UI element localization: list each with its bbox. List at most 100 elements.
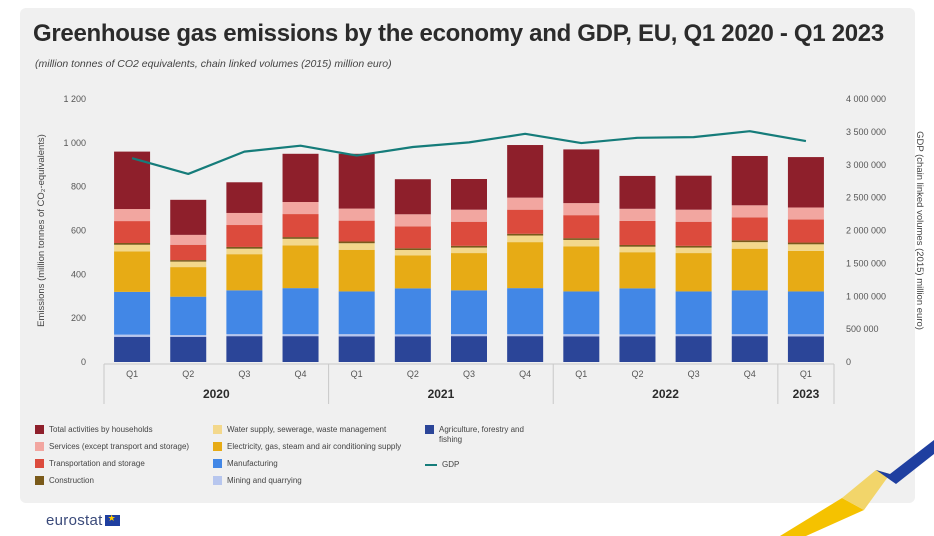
- bar-segment: [507, 334, 544, 337]
- bar-segment: [226, 334, 263, 337]
- bar-segment: [451, 178, 487, 210]
- bar-segment: [563, 291, 600, 335]
- y2-tick-label: 1 000 000: [846, 291, 886, 301]
- bar-segment: [563, 336, 600, 362]
- y2-tick-label: 3 500 000: [846, 127, 886, 137]
- x-tick-label: Q1: [351, 369, 363, 379]
- bar-segment: [282, 288, 319, 335]
- legend-item: Water supply, sewerage, waste management: [213, 425, 386, 435]
- bar-segment: [170, 335, 207, 337]
- legend-swatch: [213, 459, 222, 468]
- bar-segment: [114, 242, 151, 245]
- bar-segment: [394, 250, 431, 256]
- bar-segment: [787, 207, 824, 220]
- x-tick-label: Q4: [519, 369, 531, 379]
- bar-segment: [451, 253, 487, 291]
- bar-segment: [507, 242, 544, 289]
- bar-segment: [451, 336, 487, 362]
- bar-segment: [675, 221, 712, 246]
- bar-segment: [563, 203, 600, 216]
- bar-segment: [338, 220, 375, 242]
- bar-segment: [338, 291, 375, 335]
- legend-swatch: [35, 476, 44, 485]
- bar-segment: [619, 244, 656, 247]
- legend-item: Agriculture, forestry and fishing: [425, 425, 524, 445]
- legend-label: Electricity, gas, steam and air conditio…: [227, 442, 402, 451]
- bar-segment: [787, 157, 824, 208]
- bar-segment: [451, 290, 487, 335]
- bar-segment: [114, 151, 151, 210]
- bar-segment: [731, 336, 768, 362]
- chart-legend: Total activities by households Services (…: [35, 425, 555, 493]
- bar-segment: [394, 334, 431, 337]
- y-tick-label: 0: [81, 357, 86, 367]
- bar-segment: [619, 288, 656, 335]
- legend-swatch: [35, 425, 44, 434]
- bar-segment: [675, 291, 712, 335]
- legend-swatch: [425, 464, 437, 466]
- bar-segment: [394, 255, 431, 289]
- legend-item: Transportation and storage: [35, 459, 145, 469]
- y2-tick-label: 2 500 000: [846, 193, 886, 203]
- bar-segment: [282, 336, 319, 362]
- bar-segment: [338, 243, 375, 250]
- bar-segment: [451, 245, 487, 248]
- corner-decoration: [780, 440, 934, 536]
- legend-swatch: [213, 425, 222, 434]
- legend-label: Total activities by households: [49, 425, 153, 434]
- bar-segment: [619, 220, 656, 245]
- stacked-bar-chart: 0 200 400 600 800 1 000 1 200 0 500 000 1 000 000…: [36, 94, 925, 404]
- y-tick-label: 600: [71, 226, 86, 236]
- legend-label: Water supply, sewerage, waste management: [227, 425, 387, 434]
- bar-segment: [787, 219, 824, 243]
- bar-segment: [170, 267, 207, 297]
- legend-label: GDP: [442, 460, 460, 469]
- bar-segment: [226, 212, 263, 226]
- bar-segment: [675, 175, 712, 210]
- bar-segment: [787, 244, 824, 251]
- y2-axis-label: GDP (chain linked volumes (2015) million…: [914, 131, 925, 330]
- y-tick-label: 400: [71, 269, 86, 279]
- bar-segment: [338, 153, 375, 209]
- x-tick-label: Q4: [295, 369, 307, 379]
- bar-segment: [170, 234, 207, 245]
- bar-segment: [114, 334, 151, 337]
- bar-segment: [338, 336, 375, 362]
- bar-segment: [170, 260, 207, 262]
- bar-segment: [114, 251, 151, 292]
- bar-segment: [338, 208, 375, 221]
- bar-segment: [619, 252, 656, 289]
- bar-segment: [226, 336, 263, 362]
- bar-segment: [282, 238, 319, 246]
- x-tick-label: Q2: [407, 369, 419, 379]
- legend-label: Services (except transport and storage): [49, 442, 190, 451]
- bar-segment: [563, 238, 600, 240]
- legend-item: Mining and quarrying: [213, 476, 302, 486]
- bar-segment: [170, 261, 207, 268]
- x-tick-label: Q3: [463, 369, 475, 379]
- bar-segment: [226, 225, 263, 247]
- bar-segment: [675, 247, 712, 254]
- bar-segment: [731, 205, 768, 218]
- bar-segment: [394, 288, 431, 335]
- year-label: 2022: [652, 387, 679, 401]
- bar-segment: [394, 214, 431, 227]
- y2-tick-label: 500 000: [846, 324, 879, 334]
- legend-item: Electricity, gas, steam and air conditio…: [213, 442, 401, 452]
- bar-segment: [394, 226, 431, 249]
- bar-segment: [338, 249, 375, 292]
- bar-segment: [282, 153, 319, 203]
- chart-subtitle: (million tonnes of CO2 equivalents, chai…: [35, 58, 392, 70]
- bar-segment: [282, 334, 319, 337]
- bar-segment: [226, 248, 263, 255]
- bar-segment: [507, 235, 544, 243]
- gdp-line: [131, 130, 807, 176]
- bar-segment: [394, 179, 431, 215]
- year-label: 2023: [793, 387, 820, 401]
- bar-segment: [619, 208, 656, 221]
- bar-segment: [282, 202, 319, 215]
- legend-label: Agriculture, forestry and fishing: [439, 425, 524, 444]
- bar-segment: [563, 239, 600, 247]
- bar-segment: [451, 221, 487, 246]
- y2-tick-label: 2 000 000: [846, 226, 886, 236]
